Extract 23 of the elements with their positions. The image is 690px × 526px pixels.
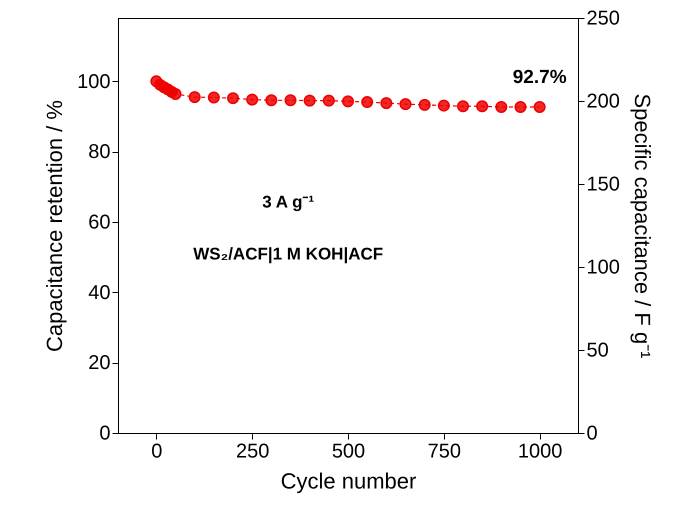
y2-tick-label: 50 bbox=[586, 340, 609, 362]
annotation: 92.7% bbox=[512, 66, 567, 88]
x-tick-label: 750 bbox=[428, 440, 462, 462]
y2-tick-label: 250 bbox=[586, 8, 620, 30]
x-tick-label: 1000 bbox=[518, 440, 562, 462]
annotation: 3 A g⁻¹ bbox=[262, 192, 315, 212]
y-axis-title: Capacitance retention / % bbox=[42, 100, 68, 352]
x-tick-label: 500 bbox=[332, 440, 366, 462]
y2-tick-label: 100 bbox=[586, 256, 620, 278]
x-tick-label: 250 bbox=[236, 440, 270, 462]
y2-axis-title: Specific capacitance / F g⁻¹ bbox=[630, 93, 655, 359]
x-tick-label: 0 bbox=[151, 440, 162, 462]
y-tick-label: 100 bbox=[77, 70, 110, 93]
annotation: WS₂/ACF|1 M KOH|ACF bbox=[193, 244, 384, 264]
y-tick-label: 80 bbox=[88, 141, 110, 164]
y-tick-label: 60 bbox=[88, 211, 110, 234]
y-tick-label: 40 bbox=[88, 282, 110, 304]
y2-tick-label: 0 bbox=[586, 422, 598, 444]
y2-tick-label: 150 bbox=[586, 174, 620, 196]
y-tick-label: 0 bbox=[99, 422, 110, 444]
x-axis-title: Cycle number bbox=[280, 468, 416, 494]
y-tick-label: 20 bbox=[88, 352, 110, 374]
y2-tick-label: 200 bbox=[586, 90, 620, 112]
